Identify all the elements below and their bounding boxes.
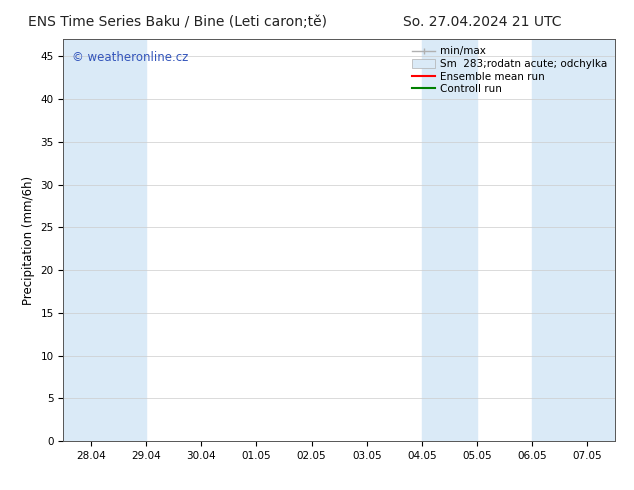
Text: ENS Time Series Baku / Bine (Leti caron;tě): ENS Time Series Baku / Bine (Leti caron;… <box>28 15 327 29</box>
Bar <box>422 39 477 441</box>
Bar <box>533 39 615 441</box>
Legend: min/max, Sm  283;rodatn acute; odchylka, Ensemble mean run, Controll run: min/max, Sm 283;rodatn acute; odchylka, … <box>410 45 610 97</box>
Y-axis label: Precipitation (mm/6h): Precipitation (mm/6h) <box>22 175 35 305</box>
Bar <box>63 39 146 441</box>
Text: © weatheronline.cz: © weatheronline.cz <box>72 51 188 64</box>
Text: So. 27.04.2024 21 UTC: So. 27.04.2024 21 UTC <box>403 15 561 29</box>
